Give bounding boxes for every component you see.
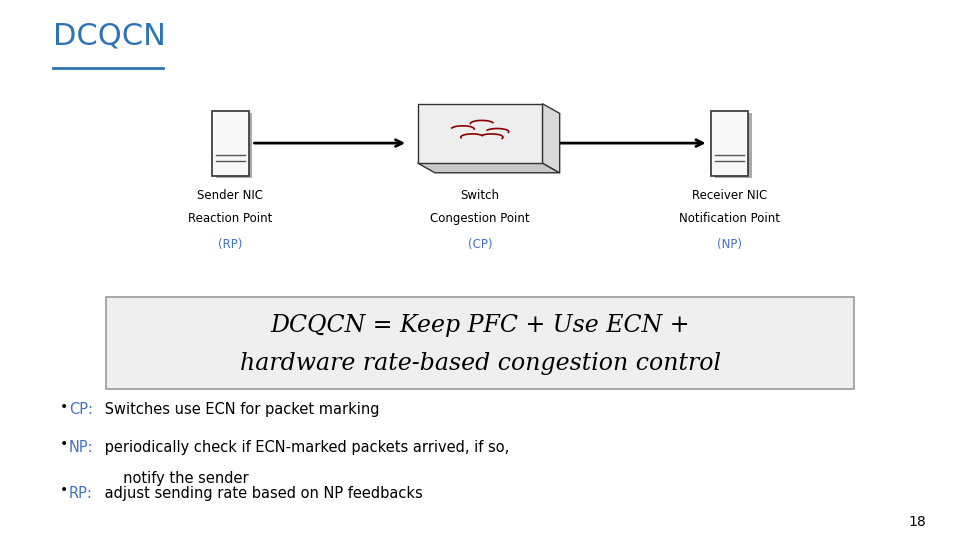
Text: •: • (60, 437, 68, 451)
Text: 18: 18 (909, 515, 926, 529)
Text: Congestion Point: Congestion Point (430, 212, 530, 226)
Text: Switch: Switch (461, 189, 499, 202)
Polygon shape (542, 104, 560, 173)
Text: (CP): (CP) (468, 238, 492, 251)
Text: (NP): (NP) (717, 238, 742, 251)
Text: Notification Point: Notification Point (679, 212, 780, 226)
Text: Switches use ECN for packet marking: Switches use ECN for packet marking (100, 402, 379, 417)
Text: Reaction Point: Reaction Point (188, 212, 273, 226)
Text: notify the sender: notify the sender (100, 471, 249, 487)
FancyBboxPatch shape (715, 113, 752, 178)
Text: •: • (60, 400, 68, 414)
Text: CP:: CP: (69, 402, 93, 417)
Text: adjust sending rate based on NP feedbacks: adjust sending rate based on NP feedback… (100, 486, 422, 501)
FancyBboxPatch shape (216, 113, 252, 178)
Text: Sender NIC: Sender NIC (198, 189, 263, 202)
Text: Receiver NIC: Receiver NIC (692, 189, 767, 202)
Text: RP:: RP: (69, 486, 93, 501)
Text: NP:: NP: (69, 440, 94, 455)
Text: (RP): (RP) (218, 238, 243, 251)
FancyBboxPatch shape (711, 111, 748, 176)
Text: •: • (60, 483, 68, 497)
Polygon shape (418, 163, 560, 173)
Text: DCQCN = Keep PFC + Use ECN +: DCQCN = Keep PFC + Use ECN + (271, 314, 689, 337)
Text: hardware rate-based congestion control: hardware rate-based congestion control (239, 352, 721, 375)
Polygon shape (418, 104, 542, 163)
Text: DCQCN: DCQCN (53, 22, 166, 51)
FancyBboxPatch shape (106, 297, 854, 389)
Text: periodically check if ECN-marked packets arrived, if so,: periodically check if ECN-marked packets… (100, 440, 509, 455)
FancyBboxPatch shape (212, 111, 249, 176)
